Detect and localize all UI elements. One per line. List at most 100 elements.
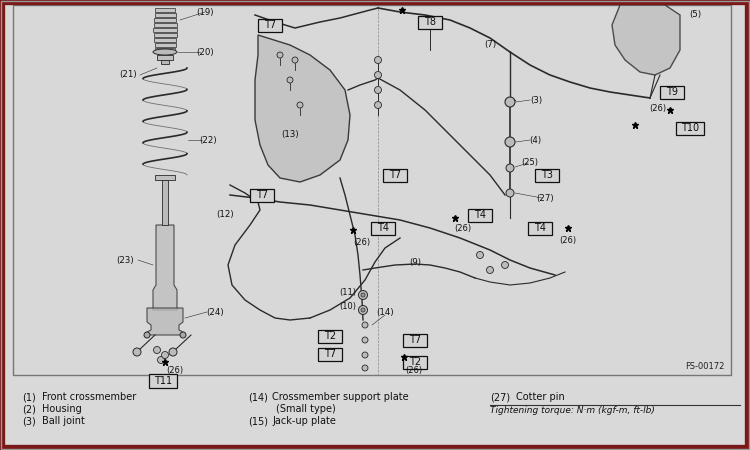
Text: (13): (13) [281, 130, 298, 140]
Text: T7: T7 [324, 349, 336, 359]
Text: T11: T11 [154, 376, 172, 386]
Text: T4: T4 [534, 223, 546, 233]
Bar [676, 122, 704, 135]
Bar [154, 38, 176, 42]
Circle shape [362, 322, 368, 328]
Text: T7: T7 [389, 170, 401, 180]
Circle shape [362, 352, 368, 358]
Text: T7: T7 [256, 190, 268, 200]
Circle shape [133, 348, 141, 356]
Text: (1): (1) [22, 392, 36, 402]
Circle shape [502, 261, 509, 269]
Circle shape [169, 348, 177, 356]
Text: (12): (12) [216, 211, 234, 220]
Text: (4): (4) [529, 135, 541, 144]
Text: T8: T8 [424, 17, 436, 27]
Text: (26): (26) [353, 238, 370, 248]
Text: T7: T7 [264, 20, 276, 30]
Bar [371, 221, 395, 234]
Circle shape [180, 332, 186, 338]
Text: (7): (7) [484, 40, 496, 50]
Circle shape [292, 57, 298, 63]
Text: (21): (21) [119, 71, 136, 80]
Text: T4: T4 [377, 223, 389, 233]
Circle shape [506, 164, 514, 172]
Bar [155, 8, 175, 12]
Polygon shape [153, 225, 177, 310]
Circle shape [144, 332, 150, 338]
Text: (9): (9) [409, 257, 421, 266]
Bar [149, 374, 177, 388]
Circle shape [374, 102, 382, 108]
Text: (27): (27) [536, 194, 554, 202]
Text: (23): (23) [116, 256, 134, 265]
Text: (24): (24) [206, 307, 224, 316]
Text: (19): (19) [196, 8, 214, 17]
Bar [157, 55, 173, 60]
Circle shape [361, 293, 365, 297]
Bar [468, 208, 492, 221]
Bar [155, 48, 175, 52]
Text: (26): (26) [406, 365, 422, 374]
Text: T4: T4 [474, 210, 486, 220]
Bar [258, 18, 282, 32]
Circle shape [277, 52, 283, 58]
Text: (15): (15) [248, 416, 268, 426]
Circle shape [297, 102, 303, 108]
Circle shape [161, 351, 169, 359]
Ellipse shape [153, 49, 177, 55]
Text: T3: T3 [541, 170, 553, 180]
Circle shape [374, 72, 382, 78]
Text: T9: T9 [666, 87, 678, 97]
Polygon shape [612, 5, 680, 75]
Text: Front crossmember: Front crossmember [42, 392, 136, 402]
Text: (14): (14) [376, 307, 394, 316]
Text: (26): (26) [166, 365, 184, 374]
Bar [161, 60, 169, 64]
Bar [318, 329, 342, 342]
Bar [403, 333, 427, 346]
Text: (10): (10) [340, 302, 356, 311]
Text: (11): (11) [340, 288, 356, 297]
Circle shape [361, 308, 365, 312]
Bar [535, 168, 559, 181]
Text: (Small type): (Small type) [276, 404, 336, 414]
Polygon shape [255, 35, 350, 182]
Text: T2: T2 [409, 357, 421, 367]
Circle shape [506, 189, 514, 197]
Circle shape [362, 365, 368, 371]
Bar [383, 168, 407, 181]
Text: (14): (14) [248, 392, 268, 402]
Circle shape [505, 97, 515, 107]
Text: (3): (3) [530, 95, 542, 104]
Bar [154, 33, 176, 37]
Bar [154, 18, 176, 22]
Circle shape [374, 86, 382, 94]
Text: (26): (26) [560, 235, 577, 244]
Circle shape [505, 137, 515, 147]
Text: (27): (27) [490, 392, 510, 402]
Text: Tightening torque: N·m (kgf-m, ft-lb): Tightening torque: N·m (kgf-m, ft-lb) [490, 406, 655, 415]
Bar [154, 23, 176, 27]
Bar [528, 221, 552, 234]
Text: (22): (22) [200, 135, 217, 144]
Text: Housing: Housing [42, 404, 82, 414]
Bar [403, 356, 427, 369]
Text: (20): (20) [196, 48, 214, 57]
Circle shape [362, 337, 368, 343]
Bar [418, 15, 442, 28]
Circle shape [487, 266, 494, 274]
Text: (2): (2) [22, 404, 36, 414]
Bar [13, 5, 731, 375]
Circle shape [358, 306, 368, 315]
Bar [153, 28, 177, 32]
Circle shape [154, 346, 160, 354]
Bar [154, 43, 176, 47]
Bar [162, 180, 168, 225]
Circle shape [374, 57, 382, 63]
Text: (26): (26) [454, 224, 472, 233]
Polygon shape [147, 308, 183, 335]
Bar [155, 175, 175, 180]
Text: (25): (25) [521, 158, 538, 166]
Bar [660, 86, 684, 99]
